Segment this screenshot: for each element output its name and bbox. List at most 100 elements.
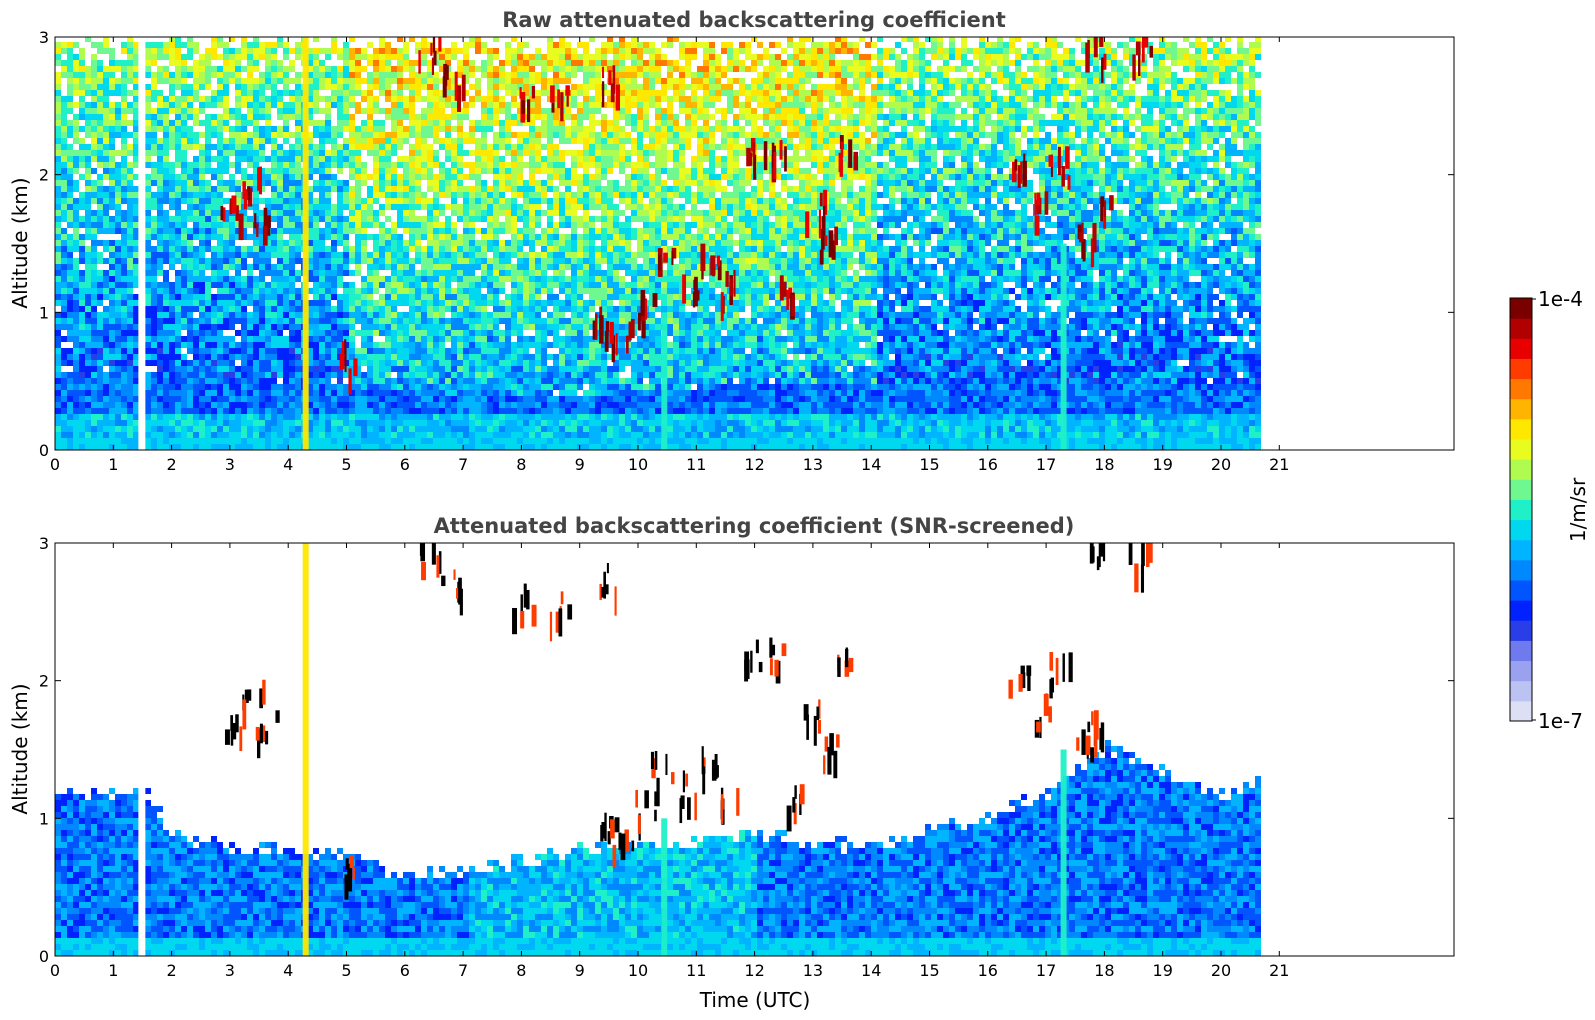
panel-screened-x-label: Time (UTC): [699, 988, 811, 1012]
cloud-signal: [803, 704, 809, 721]
cloud-signal: [818, 209, 821, 239]
cloud-signal: [560, 591, 564, 605]
cloud-signal: [687, 797, 691, 820]
cloud-signal: [431, 57, 435, 75]
cloud-signal: [696, 290, 700, 301]
cloud-signal: [626, 335, 629, 354]
x-tick-label: 14: [861, 455, 881, 474]
x-tick-label: 3: [225, 961, 235, 980]
cloud-signal: [520, 594, 523, 619]
colorbar-min-label: 1e-7: [1538, 709, 1583, 733]
y-tick-label: 2: [39, 166, 49, 185]
x-tick-label: 7: [458, 961, 468, 980]
cloud-signal: [758, 661, 763, 673]
cloud-signal: [1141, 543, 1145, 567]
cloud-signal: [682, 274, 687, 304]
cloud-signal: [1018, 674, 1023, 692]
panel-raw-y-axis: 0 1 2 3: [39, 28, 1454, 460]
cloud-signal: [624, 829, 629, 852]
cloud-signal: [1081, 222, 1084, 243]
cloud-signal: [526, 589, 530, 610]
cloud-signal: [348, 368, 352, 395]
cloud-signal: [1132, 54, 1136, 81]
colorbar-step: [1510, 459, 1532, 480]
cloud-signal: [603, 571, 606, 599]
x-tick-label: 2: [167, 455, 177, 474]
cloud-signal: [720, 794, 724, 824]
y-tick-label: 2: [39, 672, 49, 691]
cloud-signal: [347, 863, 352, 885]
cloud-signal: [1096, 556, 1100, 571]
cloud-signal: [611, 335, 616, 363]
cloud-signal: [1055, 657, 1059, 685]
cloud-signal: [1100, 196, 1105, 207]
cloud-signal: [736, 788, 740, 816]
cloud-signal: [349, 855, 354, 869]
cloud-signal: [531, 604, 537, 627]
cloud-signal: [1099, 37, 1104, 47]
cloud-signal: [665, 753, 668, 776]
y-tick-label: 1: [39, 809, 49, 828]
cloud-signal: [1067, 175, 1071, 190]
cloud-signal: [806, 714, 809, 740]
cloud-signal: [750, 650, 753, 673]
x-tick-label: 6: [400, 961, 410, 980]
cloud-signal: [816, 706, 820, 721]
cloud-signal: [671, 247, 677, 259]
cloud-signal: [255, 726, 260, 741]
cloud-signal: [431, 543, 436, 565]
y-tick-label: 0: [39, 947, 49, 966]
cloud-signal: [1043, 693, 1049, 716]
cloud-signal: [1100, 196, 1104, 222]
cloud-signal: [1103, 53, 1107, 70]
cloud-signal: [615, 333, 618, 356]
panel-screened: Attenuated backscattering coefficient (S…: [8, 514, 1455, 1012]
panel-screened-y-axis: 0 1 2 3: [39, 534, 1454, 966]
cloud-signal: [820, 228, 825, 250]
cloud-signal: [1035, 199, 1040, 215]
cloud-signal: [779, 140, 783, 160]
cloud-signal: [1034, 215, 1040, 236]
vertical-streak: [302, 37, 309, 450]
cloud-signal: [794, 785, 797, 799]
colorbar-step: [1510, 539, 1532, 561]
colorbar-step: [1510, 499, 1532, 521]
cloud-signal: [560, 92, 564, 122]
colorbar-step: [1510, 439, 1532, 460]
x-tick-label: 18: [1094, 961, 1114, 980]
cloud-signal: [1020, 161, 1023, 184]
cloud-signal: [235, 714, 239, 733]
cloud-signal: [1090, 238, 1095, 268]
colorbar-max-label: 1e-4: [1538, 287, 1583, 311]
cloud-signal: [565, 85, 570, 96]
cloud-signal: [853, 151, 859, 171]
cloud-signal: [1077, 224, 1082, 240]
cloud-signal: [701, 263, 704, 280]
cloud-signal: [630, 318, 635, 339]
panel-raw-title: Raw attenuated backscattering coefficien…: [502, 8, 1006, 32]
cloud-signal: [238, 213, 244, 241]
cloud-signal: [822, 205, 826, 231]
cloud-signal: [265, 730, 269, 745]
cloud-signal: [829, 733, 834, 756]
cloud-signal: [442, 76, 447, 98]
cloud-signal: [656, 777, 660, 807]
cloud-signal: [840, 141, 844, 158]
cloud-signal: [772, 644, 776, 656]
x-tick-label: 8: [516, 455, 526, 474]
cloud-signal: [558, 608, 563, 637]
cloud-signal: [549, 611, 553, 642]
x-tick-label: 21: [1269, 455, 1289, 474]
cloud-signal: [792, 797, 796, 813]
cloud-signal: [799, 793, 802, 816]
cloud-signal: [557, 89, 560, 109]
cloud-signal: [453, 569, 456, 580]
cloud-signal: [1027, 672, 1031, 691]
x-tick-label: 8: [516, 961, 526, 980]
colorbar-step: [1510, 580, 1532, 601]
cloud-signal: [230, 715, 234, 731]
cloud-signal: [222, 207, 226, 222]
cloud-signal: [781, 643, 787, 657]
cloud-signal: [710, 255, 714, 276]
